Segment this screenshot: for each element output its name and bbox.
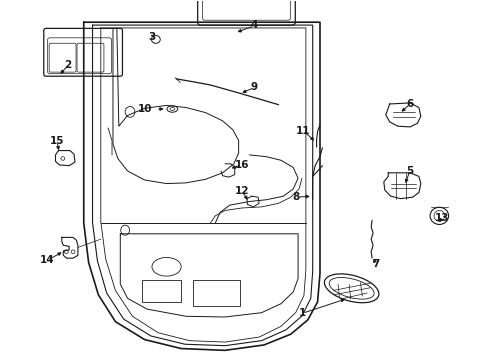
Text: 2: 2 xyxy=(64,59,72,69)
Text: 11: 11 xyxy=(295,126,309,136)
Text: 5: 5 xyxy=(406,166,413,176)
Text: 6: 6 xyxy=(406,99,413,109)
Text: 4: 4 xyxy=(250,20,257,30)
Text: 16: 16 xyxy=(234,159,249,170)
Text: 12: 12 xyxy=(234,186,249,197)
Text: 10: 10 xyxy=(137,104,152,114)
Text: 15: 15 xyxy=(50,136,64,146)
Text: 3: 3 xyxy=(148,32,155,41)
Text: 8: 8 xyxy=(291,192,299,202)
Text: 1: 1 xyxy=(298,309,305,318)
Text: 13: 13 xyxy=(434,213,448,222)
Text: 9: 9 xyxy=(250,82,257,93)
Text: 7: 7 xyxy=(371,259,379,269)
Text: 14: 14 xyxy=(40,255,55,265)
